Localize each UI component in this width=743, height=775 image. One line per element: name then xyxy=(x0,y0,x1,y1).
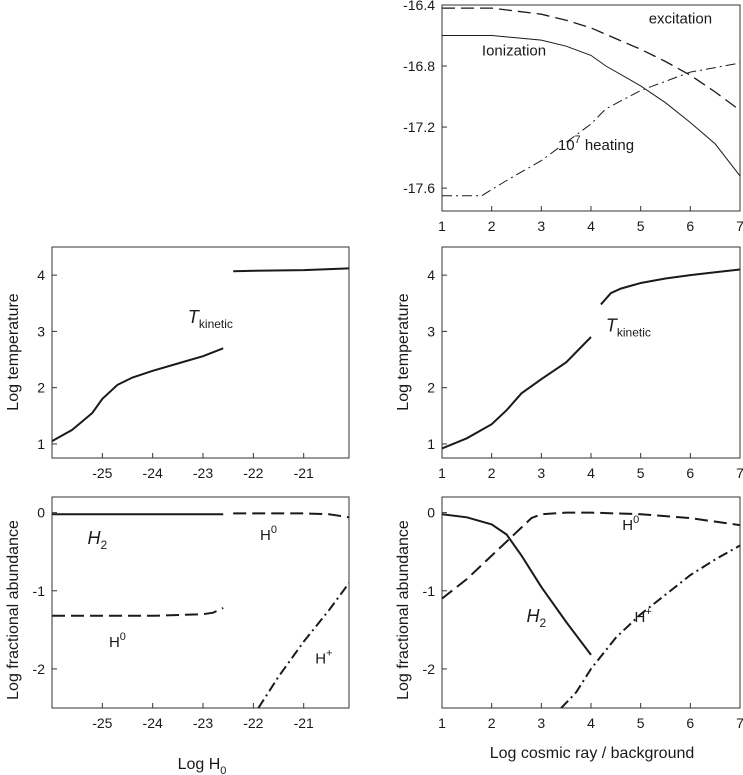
y-tick-label: 3 xyxy=(37,323,45,339)
x-tick-label: 2 xyxy=(488,465,496,481)
y-tick-label: 1 xyxy=(37,436,45,452)
x-axis-label: Log cosmic ray / background xyxy=(490,745,695,762)
x-tick-label: 7 xyxy=(736,218,743,234)
annotation-tkinetic: Tkinetic xyxy=(606,315,651,339)
y-tick-label: 2 xyxy=(427,380,435,396)
annotation-ionization: Ionization xyxy=(482,42,546,59)
series-h xyxy=(560,544,740,708)
series-h2 xyxy=(442,513,592,656)
x-tick-label: 1 xyxy=(438,715,446,731)
x-tick-label: 6 xyxy=(686,715,694,731)
y-axis-label: Log temperature xyxy=(395,293,412,411)
y-tick-label: -16.8 xyxy=(403,58,435,74)
series-h0-low xyxy=(52,607,224,617)
y-tick-label: -1 xyxy=(423,583,436,599)
panel-abundance-h0: Log H0 -25 -24 -23 -22 -21 0 -1 -2 Log fractiona… xyxy=(5,496,350,775)
x-tick-label: 4 xyxy=(587,218,595,234)
series-h xyxy=(257,582,349,708)
plot-frame xyxy=(51,496,350,709)
x-tick-label: 6 xyxy=(686,465,694,481)
y-axis-label: Log temperature xyxy=(5,293,22,411)
panel-abundance-cosmic-ray: Log cosmic ray / background 1 2 3 4 5 6 7 0 -1 -2… xyxy=(395,496,743,762)
annotation-hsup0: H0 xyxy=(622,514,639,534)
series-t-kinetic-low xyxy=(52,347,224,442)
x-tick-label: 3 xyxy=(537,465,545,481)
x-tick-label: -24 xyxy=(143,715,163,731)
annotation-10sup7-heating: 107 heating xyxy=(558,134,634,154)
series-ionization xyxy=(442,35,740,177)
panel-temperature-h0: -25 -24 -23 -22 -21 1 2 3 4 Log temperature Tkinet… xyxy=(5,246,350,481)
series-t-kinetic-high xyxy=(600,268,740,306)
annotation-hsup0: H0 xyxy=(260,524,277,544)
panel-temperature-cosmic-ray: 1 2 3 4 5 6 7 1 2 3 4 Log temperature Tkinetic xyxy=(395,246,743,481)
y-tick-label: 0 xyxy=(427,505,435,521)
annotation-hsup: H+ xyxy=(315,647,332,667)
y-tick-label: -17.2 xyxy=(403,119,435,135)
x-tick-label: 3 xyxy=(537,715,545,731)
y-tick-label: -2 xyxy=(33,661,46,677)
x-tick-label: -22 xyxy=(243,465,263,481)
x-tick-label: 5 xyxy=(637,465,645,481)
series-excitation xyxy=(442,7,740,111)
annotation-excitation: excitation xyxy=(649,10,712,27)
x-tick-label: 1 xyxy=(438,218,446,234)
x-tick-label: 6 xyxy=(686,218,694,234)
x-tick-label: 7 xyxy=(736,715,743,731)
x-tick-label: 5 xyxy=(637,218,645,234)
series-h0-high xyxy=(233,512,349,519)
y-tick-label: 4 xyxy=(427,267,435,283)
y-tick-label: -1 xyxy=(33,583,46,599)
x-tick-label: -22 xyxy=(243,715,263,731)
x-tick-label: 4 xyxy=(587,715,595,731)
x-tick-label: 2 xyxy=(488,218,496,234)
x-tick-label: -21 xyxy=(294,465,314,481)
y-tick-label: -16.4 xyxy=(403,0,435,13)
y-tick-label: 2 xyxy=(37,380,45,396)
annotation-h2: H2 xyxy=(87,528,107,552)
x-tick-label: 7 xyxy=(736,465,743,481)
series-t-kinetic-high xyxy=(233,267,349,273)
x-tick-label: -23 xyxy=(193,465,213,481)
x-axis-label: Log H0 xyxy=(178,756,227,775)
series-10-7-heating xyxy=(442,62,740,197)
y-axis-label: Log fractional abundance xyxy=(395,520,412,700)
x-tick-label: -21 xyxy=(294,715,314,731)
annotation-tkinetic: Tkinetic xyxy=(188,307,233,331)
y-tick-label: -2 xyxy=(423,661,436,677)
x-tick-label: 4 xyxy=(587,465,595,481)
y-tick-label: 1 xyxy=(427,436,435,452)
x-tick-label: 3 xyxy=(537,218,545,234)
x-tick-label: -25 xyxy=(92,715,112,731)
x-tick-label: 1 xyxy=(438,465,446,481)
x-tick-label: 5 xyxy=(637,715,645,731)
y-tick-label: 4 xyxy=(37,267,45,283)
x-tick-label: -25 xyxy=(92,465,112,481)
y-axis-label: Log fractional abundance xyxy=(5,520,22,700)
plot-frame xyxy=(51,246,350,459)
panel-ionization-heating: 1 2 3 4 5 6 7 -16.4 -16.8 -17.2 -17.6 excitation Ion… xyxy=(403,0,743,234)
y-tick-label: -17.6 xyxy=(403,180,435,196)
y-tick-label: 0 xyxy=(37,505,45,521)
annotation-hsup0: H0 xyxy=(109,631,126,651)
x-tick-label: -24 xyxy=(143,465,163,481)
annotation-h2: H2 xyxy=(527,606,547,630)
x-tick-label: 2 xyxy=(488,715,496,731)
series-t-kinetic-low xyxy=(442,336,592,450)
annotation-hsup: H+ xyxy=(635,606,652,626)
y-tick-label: 3 xyxy=(427,323,435,339)
series-h0 xyxy=(442,511,740,600)
x-tick-label: -23 xyxy=(193,715,213,731)
